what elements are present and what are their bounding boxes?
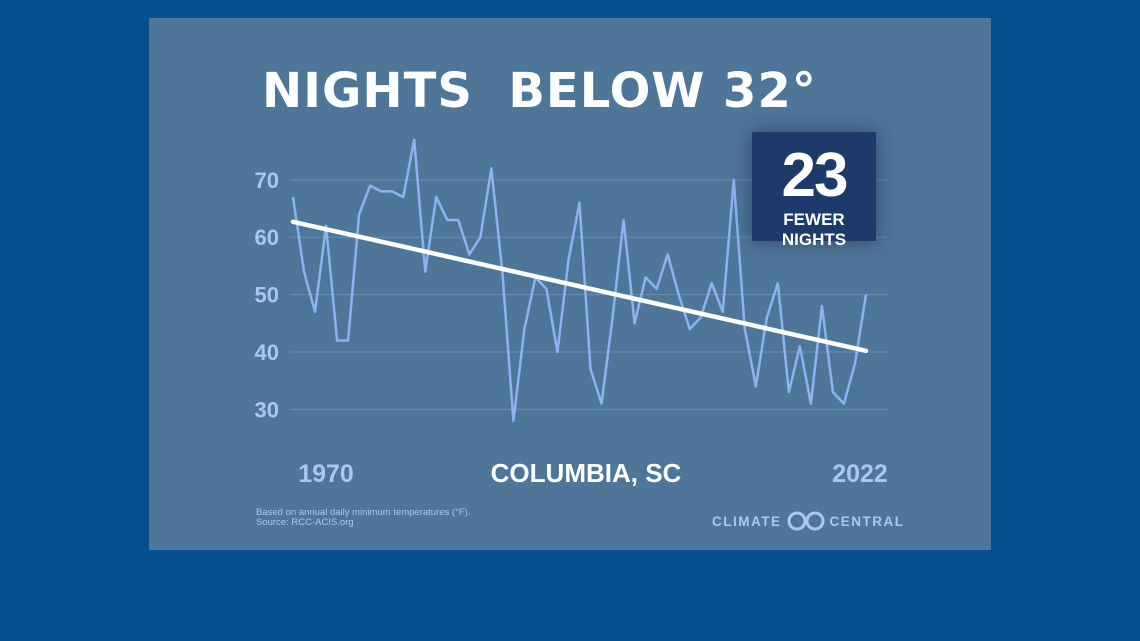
callout-label: FEWER NIGHTS bbox=[781, 210, 847, 249]
callout-number: 23 bbox=[781, 141, 849, 210]
y-axis-ticks: 30 40 50 60 70 bbox=[255, 168, 279, 422]
trend-line bbox=[290, 219, 869, 354]
series-lines bbox=[290, 138, 869, 423]
y-tick-label-60: 60 bbox=[255, 225, 279, 250]
chart-title: NIGHTS BELOW 32° bbox=[262, 63, 817, 119]
line-chart: 30 40 50 60 70 1970 2022 COLUMBIA, SC bbox=[255, 138, 888, 488]
logo-text-left: CLIMATE bbox=[712, 513, 782, 529]
x-axis-ticks: 1970 2022 bbox=[298, 460, 888, 488]
location-label: COLUMBIA, SC bbox=[491, 458, 682, 488]
series-line-0 bbox=[291, 138, 868, 423]
logo-rings-icon bbox=[786, 511, 826, 531]
y-tick-label-40: 40 bbox=[255, 340, 279, 365]
chart-panel: NIGHTS BELOW 32° 30 40 50 60 70 1970 2022 COL… bbox=[149, 18, 991, 550]
footnote-method: Based on annual daily minimum temperatur… bbox=[256, 507, 471, 518]
y-tick-label-50: 50 bbox=[255, 283, 279, 308]
callout-box: 23 FEWER NIGHTS bbox=[752, 132, 876, 249]
y-tick-label-70: 70 bbox=[255, 168, 279, 193]
x-tick-label-end: 2022 bbox=[832, 460, 888, 488]
x-tick-label-start: 1970 bbox=[298, 460, 354, 488]
climate-central-logo: CLIMATE CENTRAL bbox=[712, 511, 905, 531]
y-tick-label-30: 30 bbox=[255, 397, 279, 422]
logo-text-right: CENTRAL bbox=[829, 513, 905, 529]
footnote-source: Source: RCC-ACIS.org bbox=[256, 517, 354, 528]
